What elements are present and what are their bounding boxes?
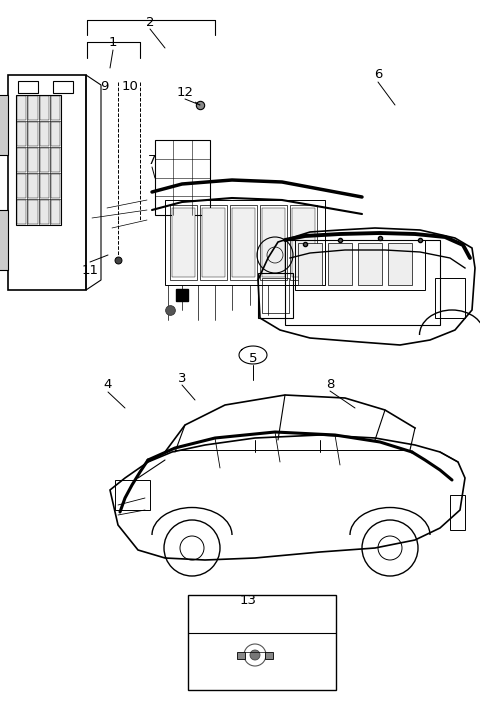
Bar [262, 278, 289, 313]
Bar [292, 208, 315, 277]
Bar [188, 595, 336, 690]
Bar [202, 208, 225, 277]
Bar [39, 148, 49, 172]
Bar [51, 122, 60, 146]
Text: 2: 2 [146, 15, 154, 29]
Bar [295, 240, 425, 290]
Bar [155, 140, 210, 215]
Circle shape [250, 650, 260, 660]
Bar [17, 122, 26, 146]
Bar [8, 75, 86, 290]
Bar [388, 243, 412, 285]
Bar [17, 174, 26, 198]
Text: 13: 13 [240, 594, 256, 606]
Bar [17, 148, 26, 172]
Bar [230, 205, 257, 280]
Bar [51, 174, 60, 198]
Bar [172, 208, 195, 277]
Bar [298, 243, 322, 285]
Bar [39, 174, 49, 198]
Bar [39, 122, 49, 146]
Text: 7: 7 [148, 154, 156, 167]
Bar [16, 95, 61, 225]
Bar [258, 273, 293, 318]
Text: 6: 6 [374, 69, 382, 81]
Text: 8: 8 [326, 378, 334, 390]
Bar [450, 495, 465, 530]
Bar [28, 122, 37, 146]
Bar [328, 243, 352, 285]
Bar [28, 148, 37, 172]
Bar [18, 81, 38, 93]
Bar [170, 205, 197, 280]
Bar [237, 652, 245, 659]
Bar [165, 200, 325, 285]
Bar [28, 96, 37, 120]
Bar [0, 210, 8, 270]
Text: 1: 1 [109, 36, 117, 50]
Text: 3: 3 [178, 372, 186, 385]
Bar [435, 278, 465, 318]
Bar [260, 205, 287, 280]
Bar [200, 205, 227, 280]
Bar [0, 95, 8, 155]
Bar [17, 96, 26, 120]
Text: 5: 5 [249, 351, 257, 365]
Bar [28, 200, 37, 224]
Bar [285, 240, 440, 325]
Bar [262, 208, 285, 277]
Text: 12: 12 [177, 86, 193, 99]
Bar [290, 205, 317, 280]
Bar [17, 200, 26, 224]
Bar [39, 96, 49, 120]
Bar [51, 148, 60, 172]
Bar [28, 174, 37, 198]
Text: 4: 4 [104, 379, 112, 391]
Bar [53, 81, 73, 93]
Bar [51, 200, 60, 224]
Bar [232, 208, 255, 277]
Text: 11: 11 [82, 264, 98, 276]
Bar [265, 652, 273, 659]
Text: 10: 10 [121, 81, 138, 93]
Bar [51, 96, 60, 120]
Bar [358, 243, 382, 285]
Bar [115, 480, 150, 510]
Text: 9: 9 [100, 81, 108, 93]
Bar [39, 200, 49, 224]
